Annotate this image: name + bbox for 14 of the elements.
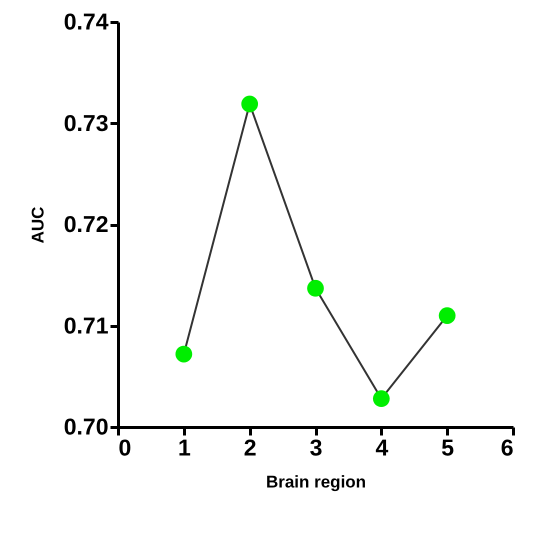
x-tick-label: 2 [244,434,257,460]
x-tick-label: 0 [118,434,132,460]
x-axis-title: Brain region [266,472,366,492]
y-tick-label: 0.74 [64,8,109,34]
x-tick-label: 1 [178,434,191,460]
y-axis-title: AUC [28,206,48,244]
y-tick-label: 0.70 [64,414,108,440]
y-tick-label: 0.72 [64,211,108,237]
y-tick-label: 0.73 [64,110,108,136]
x-tick-label: 4 [375,434,388,460]
x-tick-label: 6 [500,434,514,460]
y-tick-label: 0.71 [64,312,109,338]
x-tick-label: 5 [441,434,454,460]
x-tick-label: 3 [310,434,322,460]
